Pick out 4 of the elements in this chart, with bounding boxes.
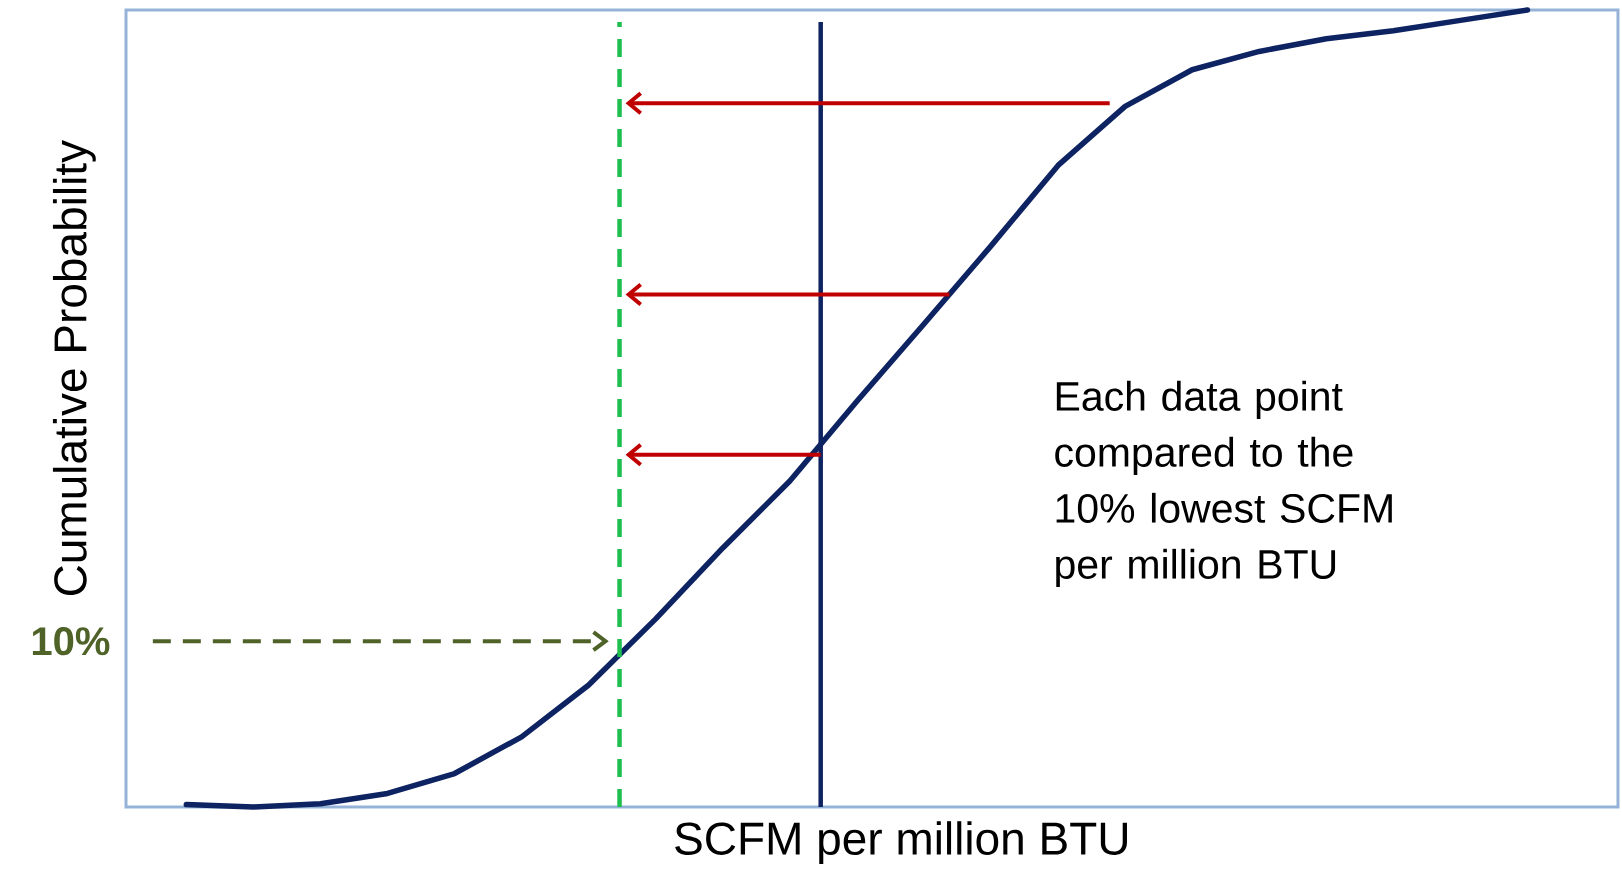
y-axis-title: Cumulative Probability xyxy=(52,140,96,596)
annotation: Each data point compared to the 10% lowest SCFM per million BTU xyxy=(1055,380,1392,588)
x-axis-title: SCFM per million BTU xyxy=(675,821,1127,865)
text: 10% xyxy=(32,627,110,656)
